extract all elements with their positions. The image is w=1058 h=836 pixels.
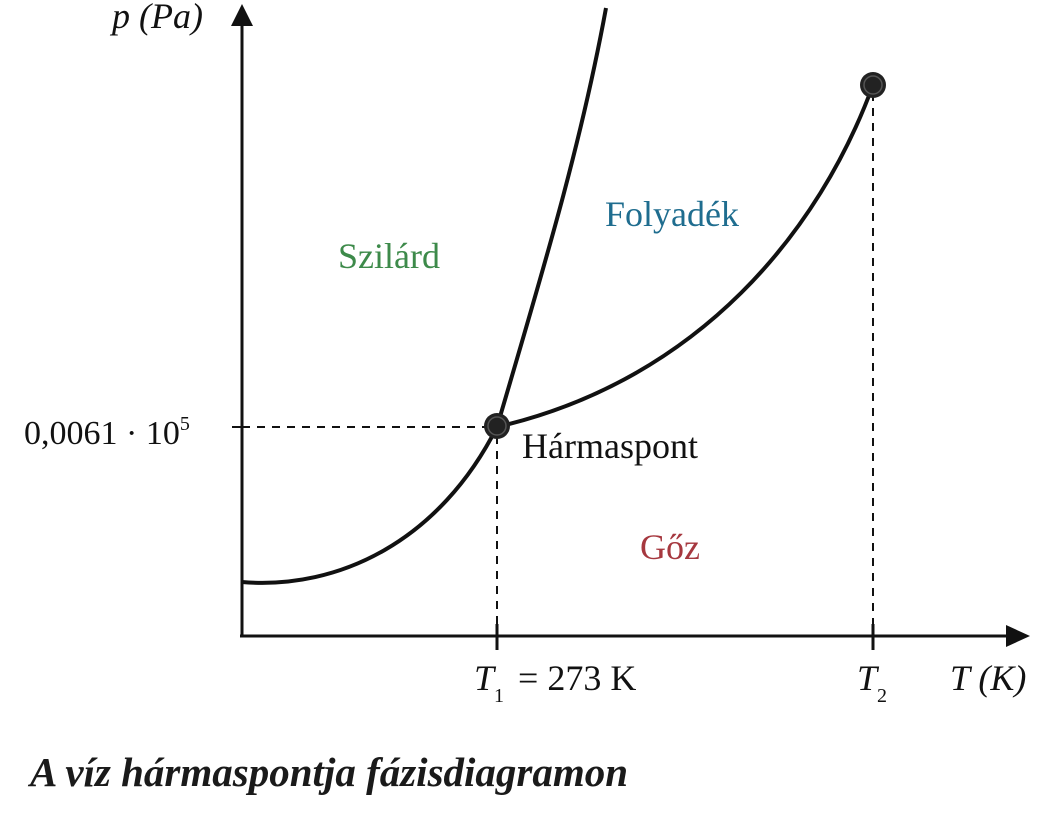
x-axis-label: T (K) [950, 658, 1026, 698]
figure-caption: A víz hármaspontja fázisdiagramon [30, 749, 629, 795]
sublimation-curve [241, 426, 499, 585]
y-axis-arrow [231, 4, 253, 26]
solid-region-label: Szilárd [338, 236, 440, 276]
y-tick-label: 0,0061 · 105 [24, 413, 190, 452]
y-axis-label: p (Pa) [109, 0, 203, 36]
t1-tick-label: T1 = 273 K [474, 658, 636, 707]
triple-point-marker [484, 413, 510, 439]
t2-tick-label: T2 [857, 658, 887, 707]
x-axis-arrow [1006, 625, 1030, 647]
gas-region-label: Gőz [640, 527, 700, 567]
critical-point-marker [860, 72, 886, 98]
vaporization-curve [496, 84, 875, 429]
triple-point-label: Hármaspont [522, 426, 698, 466]
melting-curve [495, 7, 608, 428]
phase-diagram: p (Pa) T (K) 0,0061 · 105 T1 = 273 K T2 S… [24, 0, 1030, 707]
liquid-region-label: Folyadék [605, 194, 739, 234]
